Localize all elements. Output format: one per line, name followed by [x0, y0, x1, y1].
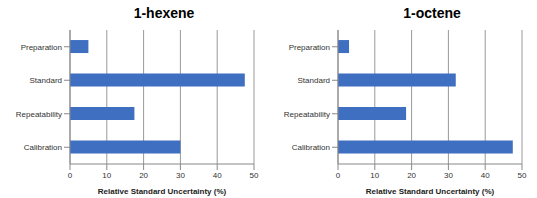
svg-text:10: 10: [102, 171, 111, 180]
svg-text:Calibration: Calibration: [24, 143, 62, 152]
svg-text:Preparation: Preparation: [21, 43, 62, 52]
svg-text:Calibration: Calibration: [292, 143, 330, 152]
svg-text:Preparation: Preparation: [289, 43, 330, 52]
html-text:1-hexene: 1-hexene: [133, 5, 195, 21]
html-text:1-octene: 1-octene: [403, 5, 461, 21]
svg-text:Repeatability: Repeatability: [16, 110, 62, 119]
svg-text:Standard: Standard: [298, 76, 330, 85]
svg-text:30: 30: [176, 171, 185, 180]
svg-text:40: 40: [213, 171, 222, 180]
svg-text:20: 20: [407, 171, 416, 180]
svg-text:0: 0: [68, 171, 73, 180]
svg-text:Relative Standard Uncertainty: Relative Standard Uncertainty (%): [366, 187, 495, 196]
svg-text:20: 20: [139, 171, 148, 180]
svg-text:10: 10: [370, 171, 379, 180]
svg-text:Relative Standard Uncertainty: Relative Standard Uncertainty (%): [98, 187, 227, 196]
svg-text:40: 40: [481, 171, 490, 180]
svg-text:0: 0: [336, 171, 341, 180]
svg-text:Repeatability: Repeatability: [284, 110, 330, 119]
svg-text:50: 50: [250, 171, 259, 180]
svg-text:30: 30: [444, 171, 453, 180]
svg-text:50: 50: [518, 171, 527, 180]
svg-text:Standard: Standard: [30, 76, 62, 85]
